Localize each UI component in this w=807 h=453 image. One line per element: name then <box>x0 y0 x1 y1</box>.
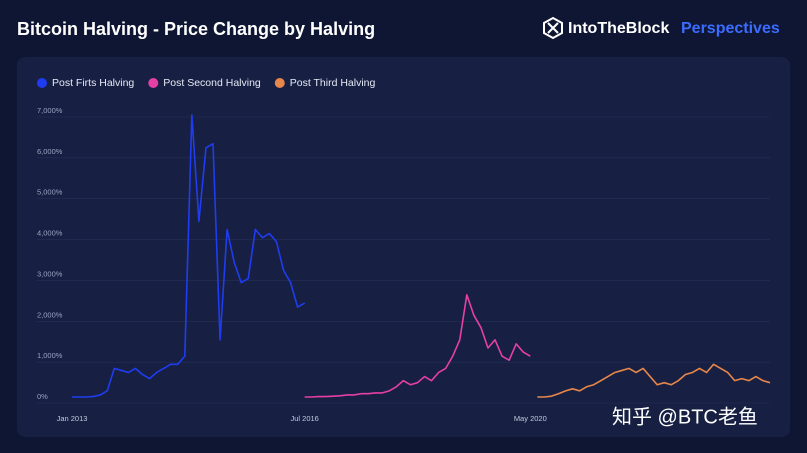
y-tick-label: 7,000% <box>37 106 63 115</box>
legend-label: Post Second Halving <box>163 77 261 89</box>
series-line <box>537 363 771 398</box>
panel <box>17 57 790 437</box>
y-tick-label: 4,000% <box>37 229 63 238</box>
y-tick-label: 2,000% <box>37 310 63 319</box>
y-tick-label: 5,000% <box>37 188 63 197</box>
series-line <box>304 294 531 398</box>
series-line <box>72 114 306 398</box>
y-tick-label: 1,000% <box>37 351 63 360</box>
legend-marker <box>148 78 159 88</box>
y-tick-label: 3,000% <box>37 269 63 278</box>
legend-label: Post Third Halving <box>290 77 376 89</box>
y-tick-label: 6,000% <box>37 147 63 156</box>
watermark: 知乎 @BTC老鱼 <box>612 405 758 428</box>
legend-marker <box>274 78 285 88</box>
chart-title: Bitcoin Halving - Price Change by Halvin… <box>17 19 375 39</box>
logo-icon <box>543 16 563 40</box>
y-tick-label: 0% <box>37 392 48 401</box>
x-tick-label: May 2020 <box>514 414 547 423</box>
x-tick-label: Jul 2016 <box>290 414 318 423</box>
x-tick-label: Jan 2013 <box>57 414 88 423</box>
legend-label: Post Firts Halving <box>52 77 134 89</box>
legend-marker <box>37 78 47 88</box>
brand: IntoTheBlock <box>568 20 669 37</box>
brand-suffix: Perspectives <box>681 20 780 37</box>
